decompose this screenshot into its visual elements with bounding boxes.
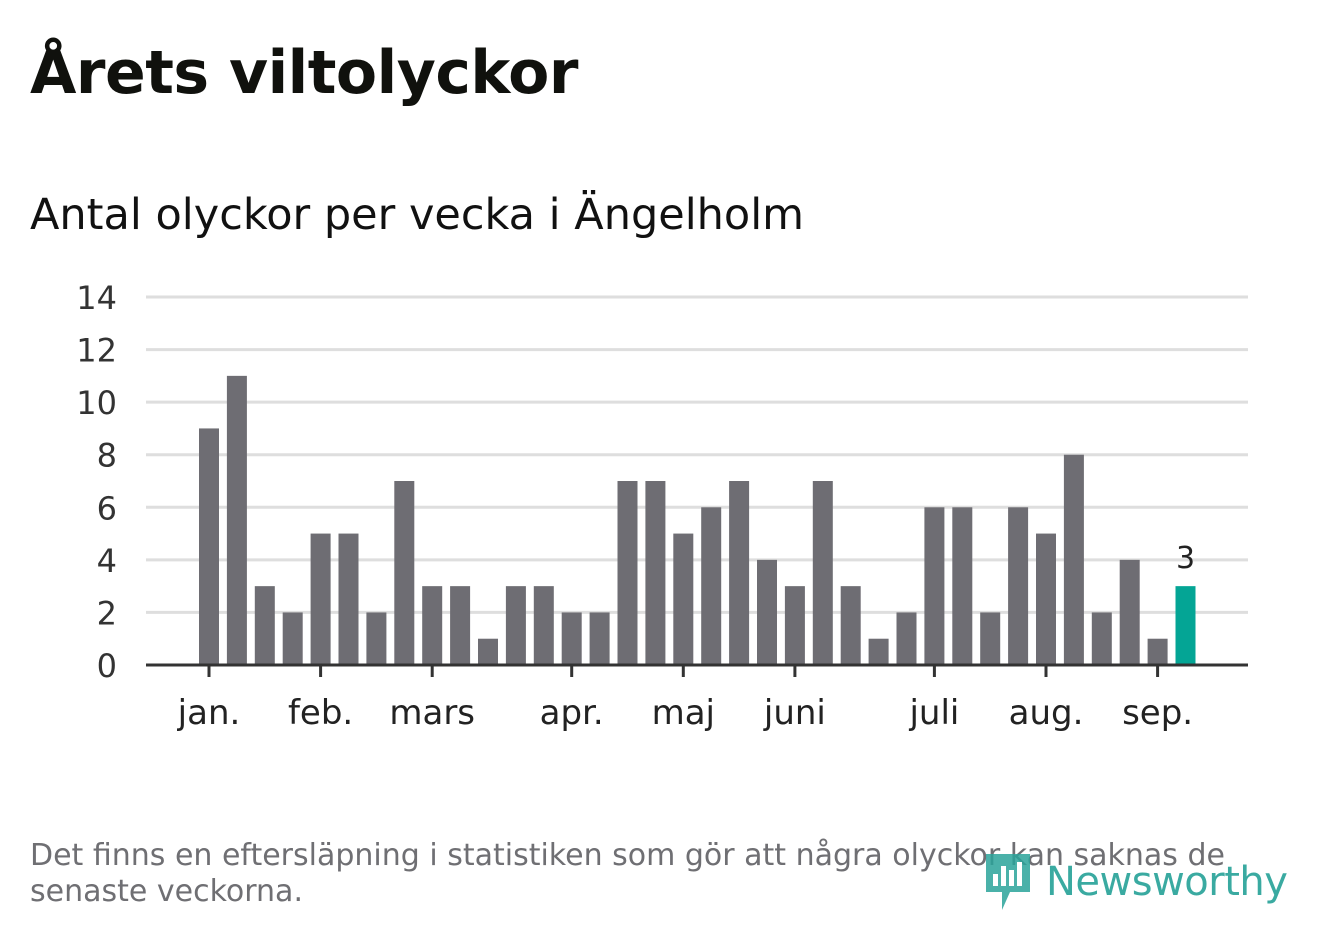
chart-title: Årets viltolyckor bbox=[30, 38, 579, 108]
y-tick-label: 0 bbox=[97, 647, 117, 685]
bar bbox=[701, 507, 722, 665]
bar bbox=[784, 586, 805, 665]
bar bbox=[952, 507, 973, 665]
bar bbox=[1008, 507, 1029, 665]
bar bbox=[478, 638, 498, 665]
bar bbox=[980, 612, 1001, 665]
x-tick-label: feb. bbox=[288, 693, 353, 733]
bar bbox=[589, 612, 610, 665]
bar bbox=[1063, 454, 1084, 665]
bar bbox=[729, 481, 750, 665]
chart-subtitle: Antal olyckor per vecka i Ängelholm bbox=[30, 190, 805, 240]
bar bbox=[924, 507, 945, 665]
y-tick-label: 2 bbox=[97, 594, 117, 632]
x-tick-label: maj bbox=[652, 693, 715, 733]
bar bbox=[505, 586, 526, 665]
bar bbox=[812, 481, 833, 665]
bar bbox=[1147, 638, 1168, 665]
bar bbox=[617, 481, 638, 665]
bar bbox=[645, 481, 666, 665]
bar bbox=[1091, 612, 1112, 665]
bar bbox=[394, 481, 415, 665]
bar bbox=[338, 533, 359, 665]
y-tick-label: 12 bbox=[76, 332, 117, 370]
bar bbox=[868, 638, 889, 665]
y-tick-label: 10 bbox=[76, 384, 117, 422]
bar bbox=[1036, 533, 1056, 665]
bar-highlight bbox=[1175, 586, 1196, 665]
y-tick-label: 8 bbox=[97, 437, 117, 475]
bar bbox=[561, 612, 582, 665]
bar bbox=[533, 586, 554, 665]
bar bbox=[840, 586, 861, 665]
bar bbox=[366, 612, 387, 665]
y-tick-label: 14 bbox=[76, 279, 117, 317]
x-tick-label: jan. bbox=[177, 693, 241, 733]
y-tick-label: 4 bbox=[97, 542, 117, 580]
bar bbox=[199, 428, 219, 665]
bar bbox=[757, 559, 777, 665]
newsworthy-logo-text: Newsworthy bbox=[1046, 859, 1288, 905]
x-tick-label: juni bbox=[763, 693, 826, 733]
bar bbox=[896, 612, 917, 665]
bar bbox=[450, 586, 471, 665]
x-tick-label: sep. bbox=[1122, 693, 1193, 733]
newsworthy-logo-icon bbox=[986, 854, 1030, 910]
bar bbox=[673, 533, 694, 665]
data-label: 3 bbox=[1176, 541, 1195, 576]
bar bbox=[254, 586, 275, 665]
newsworthy-logo[interactable]: Newsworthy bbox=[982, 850, 1288, 914]
bar bbox=[310, 533, 331, 665]
bar-chart: 0 2 4 6 8 10 12 14 3 jan. feb. mars apr. maj juni juli a… bbox=[76, 279, 1248, 733]
y-tick-label: 6 bbox=[97, 489, 117, 527]
bar bbox=[422, 586, 443, 665]
x-tick-label: juli bbox=[908, 693, 959, 733]
bar bbox=[1119, 559, 1140, 665]
bar bbox=[282, 612, 303, 665]
x-tick-label: aug. bbox=[1009, 693, 1084, 733]
x-tick-label: mars bbox=[389, 693, 475, 733]
bar bbox=[226, 375, 247, 665]
x-tick-label: apr. bbox=[540, 693, 604, 733]
